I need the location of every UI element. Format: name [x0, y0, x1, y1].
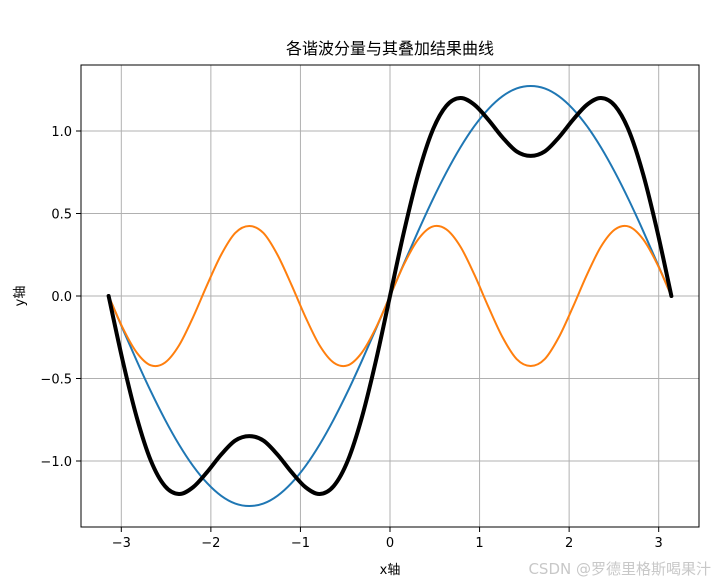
x-tick-label: 0: [386, 536, 394, 551]
x-tick-label: 2: [565, 536, 573, 551]
grid: [81, 65, 699, 527]
x-axis-label: x轴: [380, 563, 401, 578]
ticks: −3 −2 −1 0 1 2 3 −1.0 −0.5 0.0 0.5 1.0: [40, 125, 662, 551]
y-axis-label: y轴: [13, 286, 28, 307]
x-tick-label: 1: [475, 536, 483, 551]
x-tick-label: 3: [655, 536, 663, 551]
y-tick-label: 1.0: [51, 125, 72, 140]
series-group: [106, 84, 674, 508]
y-tick-label: 0.0: [51, 290, 72, 305]
chart-title: 各谐波分量与其叠加结果曲线: [286, 39, 494, 58]
x-tick-label: −2: [201, 536, 220, 551]
watermark: CSDN @罗德里格斯喝果汁: [528, 560, 711, 578]
series-line-3: [106, 96, 674, 496]
x-tick-label: −1: [291, 536, 310, 551]
y-tick-label: −1.0: [40, 455, 72, 470]
y-tick-label: 0.5: [51, 208, 72, 223]
y-tick-label: −0.5: [40, 373, 72, 388]
x-tick-label: −3: [112, 536, 131, 551]
